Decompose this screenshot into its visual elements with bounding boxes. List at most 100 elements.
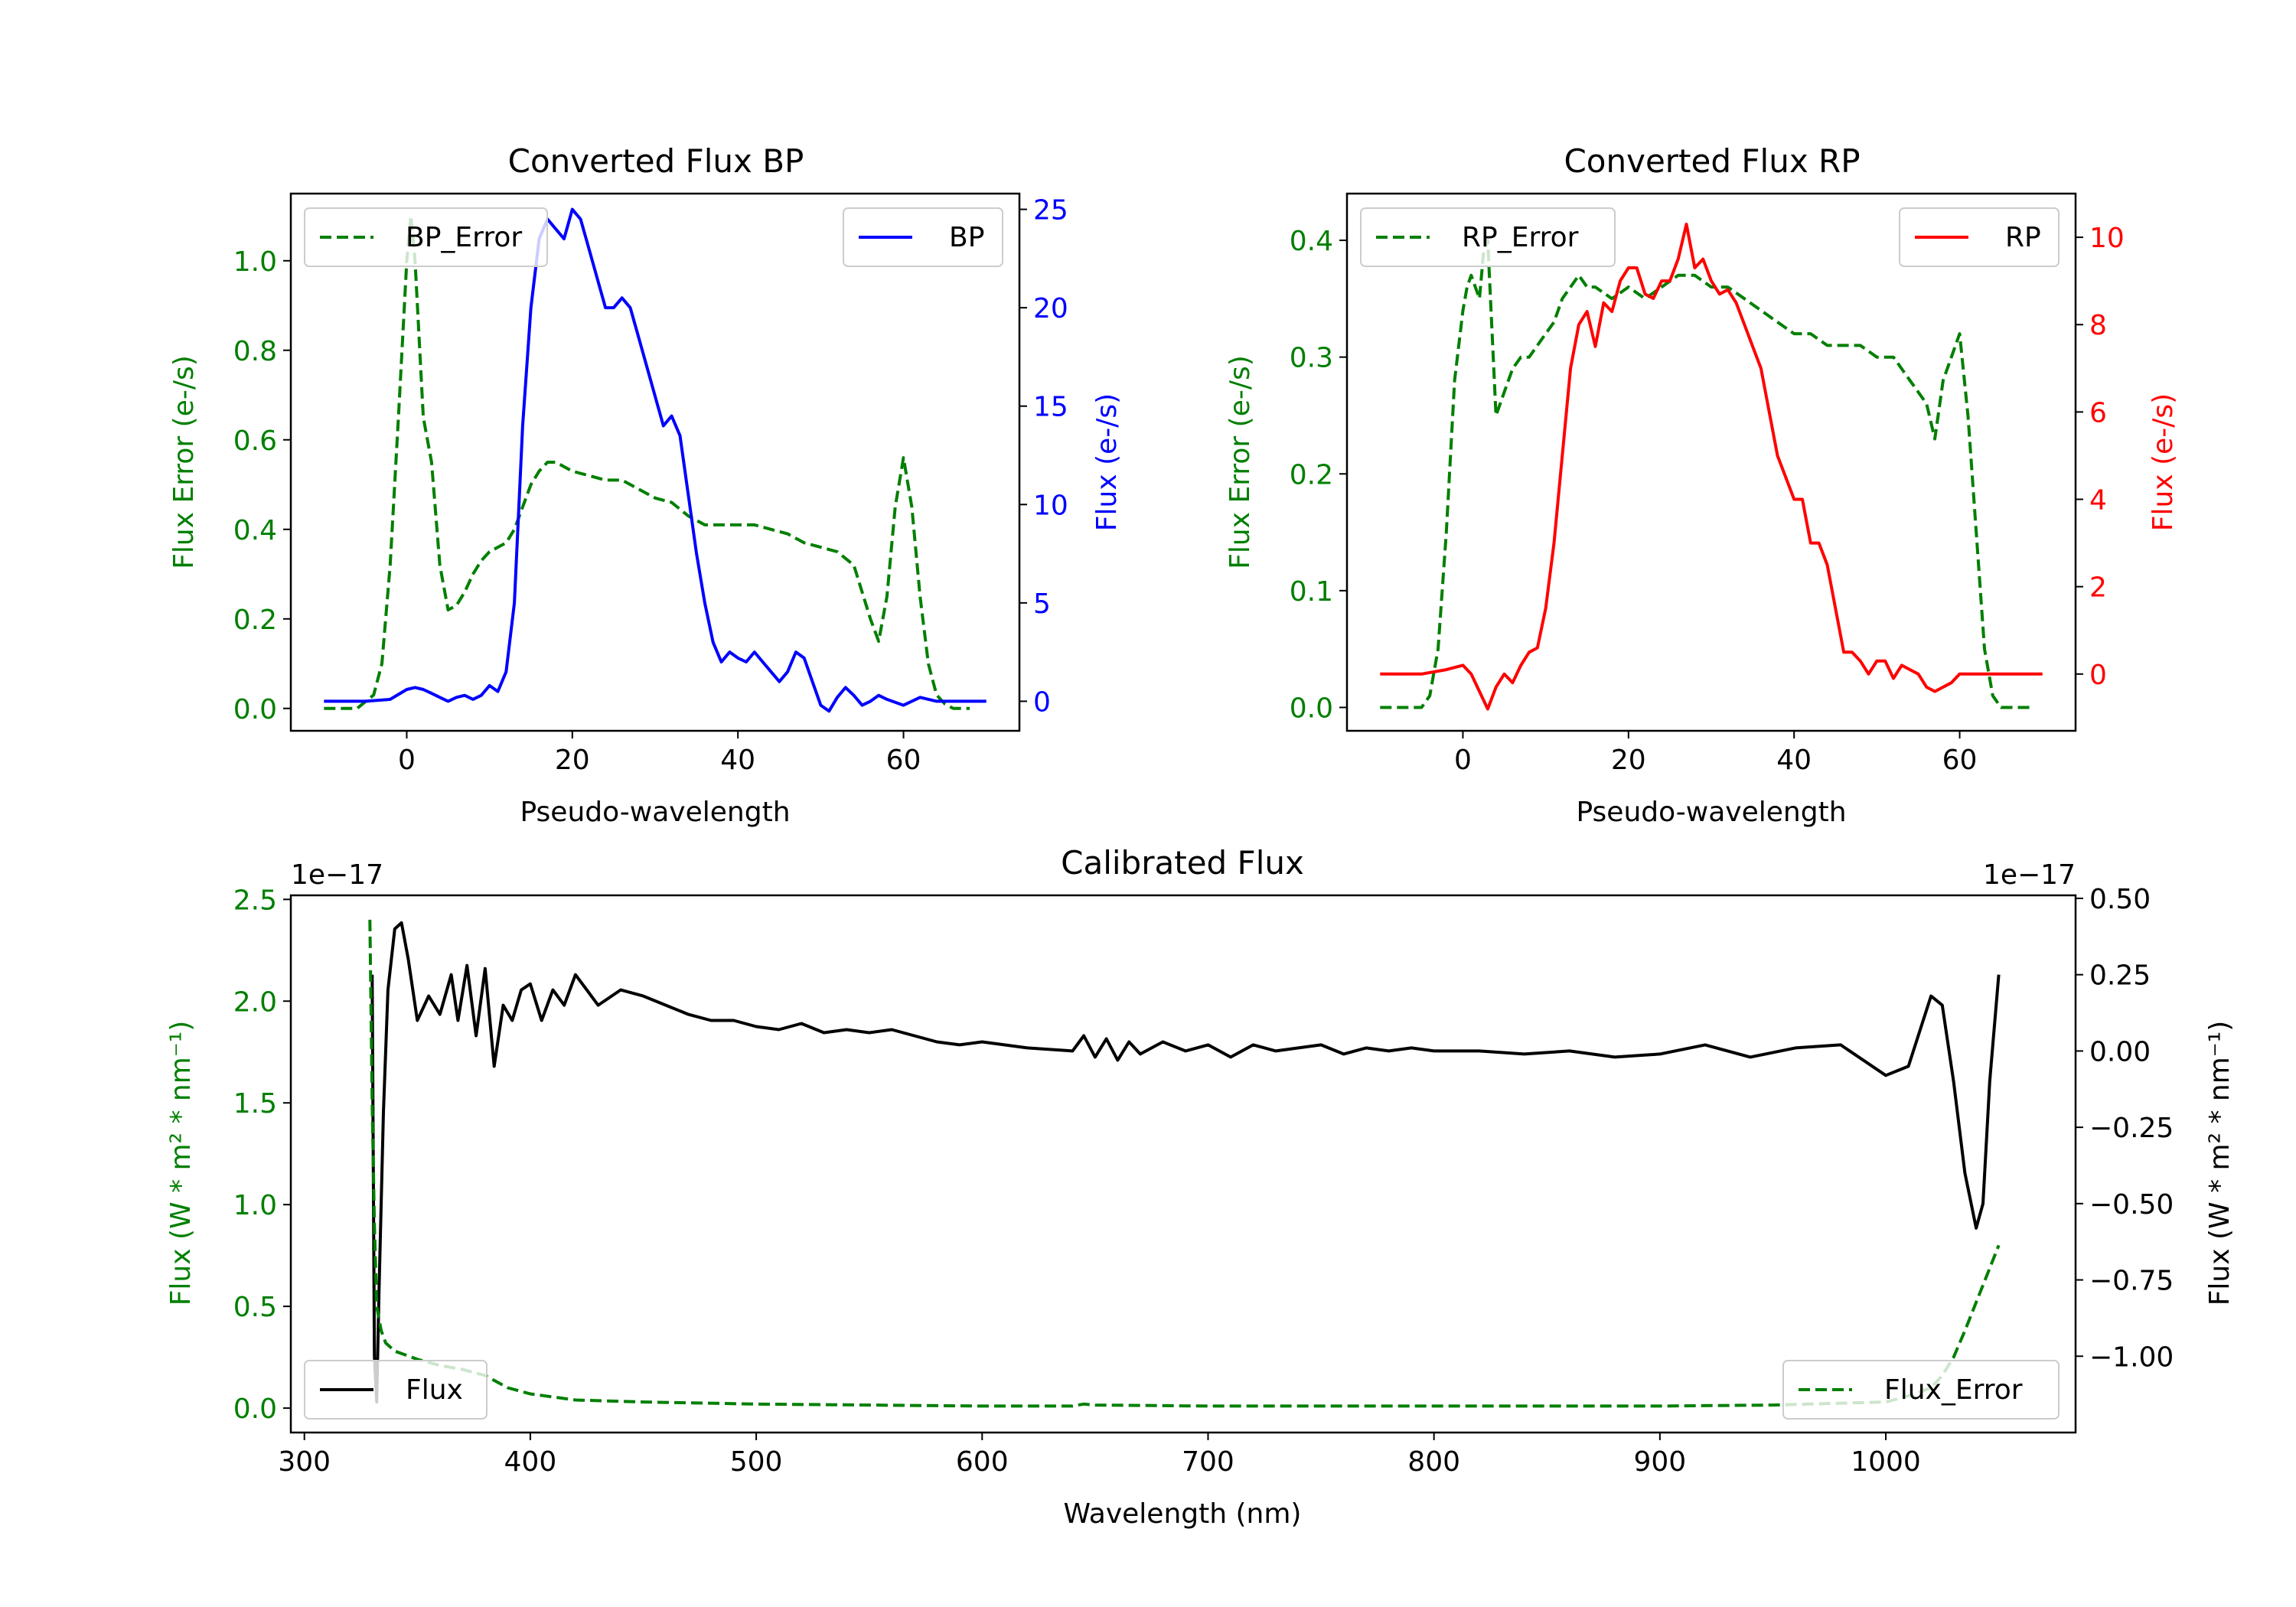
cal-legend-flux-box — [304, 1360, 488, 1420]
bp-legend-error-label: BP_Error — [406, 222, 522, 253]
cal-x-tick-label: 400 — [504, 1446, 557, 1478]
rp-left-tick-label: 0.2 — [1290, 459, 1333, 491]
rp-x-label: Pseudo-wavelength — [1576, 797, 1846, 828]
rp-x-tick-label: 0 — [1454, 745, 1472, 776]
rp-series-rp — [1380, 223, 2043, 711]
rp-x-tick-label: 40 — [1776, 745, 1812, 776]
cal-right-tick-label: 0.50 — [2089, 884, 2151, 915]
rp-axes-frame — [1345, 192, 2077, 732]
cal-right-ticks: −1.00 −0.75 −0.50 −0.25 0.00 0.25 0.50 — [2076, 884, 2174, 1373]
cal-right-tick-label: 0.00 — [2089, 1036, 2151, 1068]
cal-left-offset: 1e−17 — [291, 859, 383, 891]
bp-legend-flux-label: BP — [949, 222, 984, 253]
cal-right-tick-label: −0.25 — [2089, 1113, 2174, 1144]
rp-x-tick-label: 20 — [1611, 745, 1646, 776]
rp-legend-flux-label: RP — [2005, 222, 2041, 253]
rp-legend-error: RP_Error — [1360, 207, 1616, 267]
bp-series-bp-error — [324, 214, 970, 710]
cal-x-tick-label: 800 — [1407, 1446, 1460, 1478]
bp-left-tick-label: 0.2 — [233, 605, 277, 636]
bp-legend-error-box — [304, 207, 548, 267]
cal-x-label: Wavelength (nm) — [1064, 1498, 1302, 1530]
rp-legend-flux: RP — [1899, 207, 2060, 267]
cal-lines — [368, 919, 2001, 1408]
bp-legend-flux-box — [843, 207, 1003, 267]
bp-left-ticks: 0.0 0.2 0.4 0.6 0.8 1.0 — [233, 246, 291, 725]
rp-left-ticks: 0.0 0.1 0.2 0.3 0.4 — [1290, 226, 1347, 724]
cal-legend-error: Flux_Error — [1782, 1360, 2060, 1420]
rp-right-tick-label: 10 — [2089, 223, 2125, 254]
cal-title: Calibrated Flux — [1061, 844, 1304, 882]
cal-x-tick-label: 500 — [730, 1446, 783, 1478]
rp-left-tick-label: 0.3 — [1290, 343, 1333, 374]
rp-left-tick-label: 0.0 — [1290, 693, 1333, 724]
rp-right-axis-label: Flux (e-/s) — [2148, 393, 2179, 531]
cal-left-tick-label: 0.5 — [233, 1292, 277, 1323]
bp-left-tick-label: 0.8 — [233, 336, 277, 367]
cal-left-tick-label: 1.5 — [233, 1088, 277, 1120]
cal-x-tick-label: 700 — [1182, 1446, 1234, 1478]
cal-x-tick-label: 600 — [956, 1446, 1009, 1478]
rp-legend-error-box — [1360, 207, 1616, 267]
rp-legend-flux-box — [1899, 207, 2060, 267]
cal-left-tick-label: 0.0 — [233, 1393, 277, 1425]
bp-left-tick-label: 1.0 — [233, 246, 277, 278]
bp-axes-frame — [289, 192, 1021, 732]
cal-x-tick-label: 300 — [278, 1446, 331, 1478]
cal-x-ticks: 300 400 500 600 700 800 900 1000 — [278, 1433, 1921, 1478]
bp-right-tick-label: 0 — [1033, 686, 1051, 718]
bp-right-tick-label: 15 — [1033, 392, 1068, 423]
cal-axes-frame — [289, 894, 2077, 1434]
bp-right-tick-label: 20 — [1033, 293, 1068, 324]
calibrated-panel: Calibrated Flux 300 400 500 600 700 800 900 100… — [165, 844, 2236, 1530]
cal-left-tick-label: 1.0 — [233, 1190, 277, 1221]
cal-right-axis-label: Flux (W * m² * nm⁻¹) — [2204, 1021, 2236, 1306]
cal-left-tick-label: 2.5 — [233, 885, 277, 916]
bp-right-ticks: 0 5 10 15 20 25 — [1019, 195, 1068, 718]
cal-legend-error-label: Flux_Error — [1884, 1374, 2023, 1406]
bp-panel: Converted Flux BP 0 20 40 60 0.00.20.40.60.… — [168, 142, 1123, 828]
bp-left-axis-label: Flux Error (e-/s) — [168, 355, 200, 569]
bp-right-tick-label: 10 — [1033, 490, 1068, 521]
cal-legend-error-box — [1782, 1360, 2060, 1420]
rp-right-tick-label: 6 — [2089, 397, 2107, 429]
rp-legend-error-label: RP_Error — [1462, 222, 1579, 253]
bp-left-tick-label: 0.4 — [233, 515, 277, 546]
rp-left-tick-label: 0.4 — [1290, 226, 1333, 257]
bp-left-tick-label: 0.6 — [233, 425, 277, 457]
cal-x-tick-label: 900 — [1633, 1446, 1686, 1478]
cal-legend-flux: Flux — [304, 1360, 488, 1420]
rp-x-ticks: 0 20 40 60 — [1454, 731, 1977, 776]
bp-right-axis-label: Flux (e-/s) — [1091, 393, 1123, 531]
rp-right-tick-label: 4 — [2089, 485, 2107, 517]
bp-x-tick-label: 60 — [886, 745, 921, 776]
rp-lines — [1380, 223, 2043, 711]
rp-series-rp-error — [1380, 239, 2034, 709]
cal-left-axis-label: Flux (W * m² * nm⁻¹) — [165, 1021, 197, 1306]
rp-right-tick-label: 0 — [2089, 660, 2107, 691]
rp-right-ticks: 0 2 4 6 8 10 — [2076, 223, 2125, 691]
bp-right-tick-label: 5 — [1033, 588, 1051, 620]
bp-x-tick-label: 0 — [398, 745, 416, 776]
cal-legend-flux-label: Flux — [406, 1374, 463, 1406]
cal-x-tick-label: 1000 — [1851, 1446, 1921, 1478]
bp-x-label: Pseudo-wavelength — [520, 797, 790, 828]
bp-title: Converted Flux BP — [508, 142, 804, 180]
rp-right-tick-label: 8 — [2089, 310, 2107, 341]
rp-panel: Converted Flux RP 0 20 40 60 0.00.10.20.30.… — [1225, 142, 2179, 828]
rp-x-tick-label: 60 — [1942, 745, 1978, 776]
cal-left-ticks: 0.0 0.5 1.0 1.5 2.0 2.5 — [233, 885, 291, 1425]
rp-left-tick-label: 0.1 — [1290, 576, 1333, 608]
bp-lines — [324, 207, 987, 713]
rp-title: Converted Flux RP — [1564, 142, 1860, 180]
cal-right-tick-label: −0.50 — [2089, 1189, 2174, 1221]
cal-left-tick-label: 2.0 — [233, 986, 277, 1018]
bp-right-tick-label: 25 — [1033, 195, 1068, 227]
rp-right-tick-label: 2 — [2089, 572, 2107, 604]
bp-x-tick-label: 20 — [555, 745, 590, 776]
cal-right-tick-label: 0.25 — [2089, 960, 2151, 992]
cal-right-tick-label: −0.75 — [2089, 1266, 2174, 1297]
bp-legend-flux: BP — [843, 207, 1003, 267]
cal-series-flux — [370, 921, 2001, 1404]
